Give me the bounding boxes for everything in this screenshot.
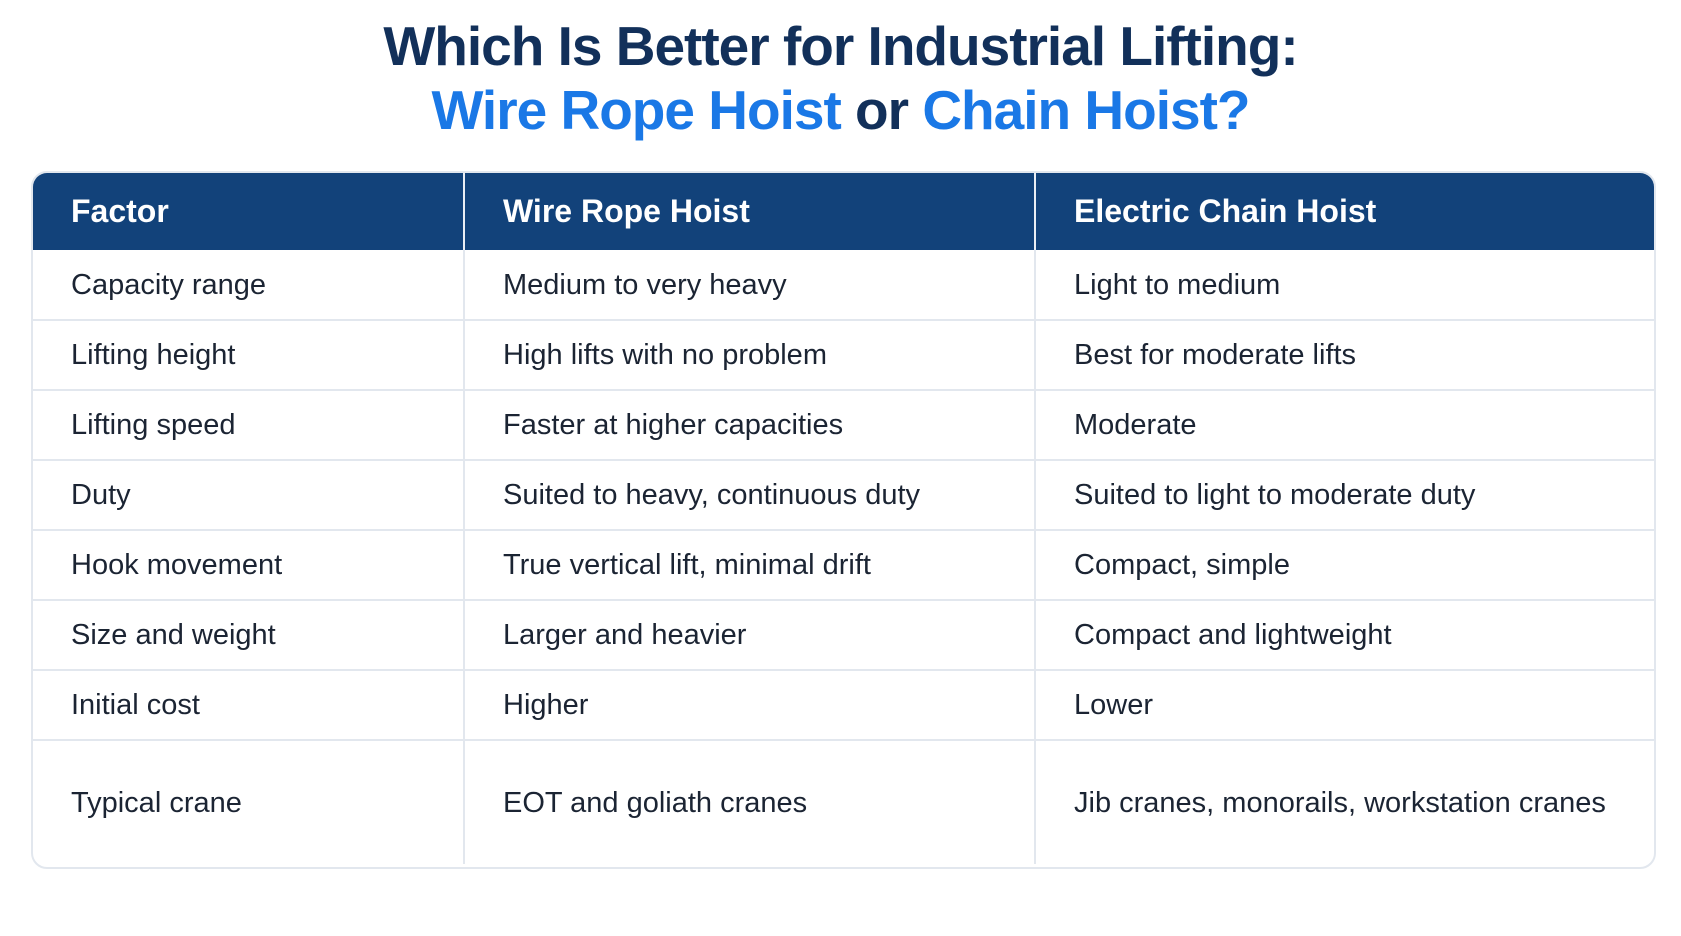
title-line-2: Wire Rope Hoist or Chain Hoist? <box>0 78 1681 142</box>
chain-hoist-cell: Lower <box>1034 669 1654 740</box>
page-title: Which Is Better for Industrial Lifting: … <box>0 14 1681 142</box>
table-header-row: Factor Wire Rope Hoist Electric Chain Ho… <box>33 173 1654 250</box>
header-electric-chain-hoist: Electric Chain Hoist <box>1034 173 1654 250</box>
wire-rope-cell: True vertical lift, minimal drift <box>463 529 1035 600</box>
comparison-table-card: Factor Wire Rope Hoist Electric Chain Ho… <box>31 171 1656 869</box>
table-row: Lifting height High lifts with no proble… <box>33 319 1654 390</box>
chain-hoist-cell: Moderate <box>1034 389 1654 460</box>
factor-cell: Initial cost <box>33 669 464 740</box>
wire-rope-cell: Suited to heavy, continuous duty <box>463 459 1035 530</box>
title-line-1: Which Is Better for Industrial Lifting: <box>383 15 1298 77</box>
wire-rope-cell: Larger and heavier <box>463 599 1035 670</box>
chain-hoist-cell: Compact and lightweight <box>1034 599 1654 670</box>
wire-rope-cell: High lifts with no problem <box>463 319 1035 390</box>
title-option-wire-rope: Wire Rope Hoist <box>431 79 842 141</box>
factor-cell: Capacity range <box>71 268 267 301</box>
header-wire-rope-hoist: Wire Rope Hoist <box>463 173 1035 250</box>
table-row: Typical crane EOT and goliath cranes Jib… <box>33 739 1654 864</box>
chain-hoist-cell: Jib cranes, monorails, workstation crane… <box>1034 739 1654 864</box>
table-row: Size and weight Larger and heavier Compa… <box>33 599 1654 670</box>
factor-cell: Lifting height <box>33 319 464 390</box>
title-option-chain: Chain Hoist? <box>922 79 1250 141</box>
wire-rope-cell: Medium to very heavy <box>463 250 1035 320</box>
title-joiner: or <box>855 79 909 141</box>
factor-cell: Size and weight <box>33 599 464 670</box>
table-row: Hook movement True vertical lift, minima… <box>33 529 1654 600</box>
wire-rope-cell: EOT and goliath cranes <box>463 739 1035 864</box>
factor-cell: Hook movement <box>33 529 464 600</box>
factor-cell: Typical crane <box>33 739 464 864</box>
chain-hoist-cell: Suited to light to moderate duty <box>1034 459 1654 530</box>
wire-rope-cell: Higher <box>463 669 1035 740</box>
table-row: Lifting speed Faster at higher capacitie… <box>33 389 1654 460</box>
table-row: Duty Suited to heavy, continuous duty Su… <box>33 459 1654 530</box>
header-factor: Factor <box>33 173 464 250</box>
factor-cell: Duty <box>33 459 464 530</box>
wire-rope-cell: Faster at higher capacities <box>463 389 1035 460</box>
comparison-table: Factor Wire Rope Hoist Electric Chain Ho… <box>33 173 1654 864</box>
chain-hoist-cell: Best for moderate lifts <box>1034 319 1654 390</box>
table-row: Capacity range Medium to very heavy Ligh… <box>33 250 1654 320</box>
table-row: Initial cost Higher Lower <box>33 669 1654 740</box>
chain-hoist-cell: Light to medium <box>1034 250 1654 320</box>
factor-cell: Lifting speed <box>33 389 464 460</box>
chain-hoist-cell: Compact, simple <box>1034 529 1654 600</box>
